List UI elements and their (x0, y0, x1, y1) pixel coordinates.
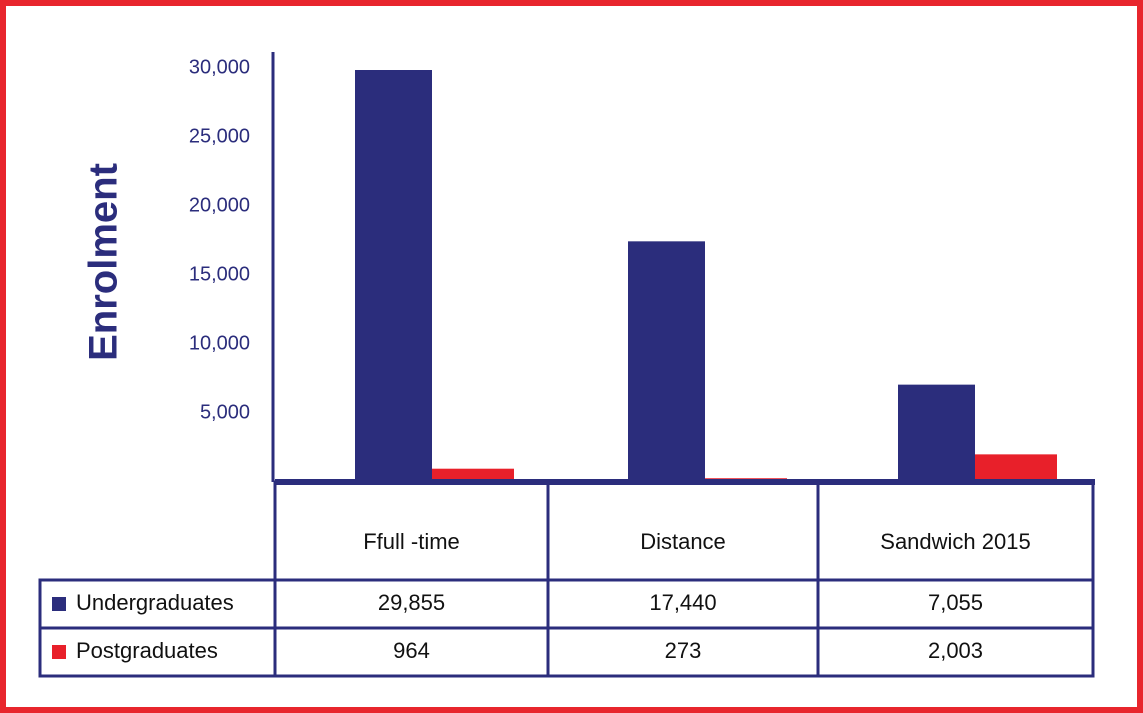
table-value: 273 (665, 638, 702, 663)
y-tick-label: 25,000 (189, 125, 250, 147)
table-value: 17,440 (649, 590, 716, 615)
table-value: 2,003 (928, 638, 983, 663)
x-tick-label: Distance (640, 529, 726, 554)
y-tick-label: 10,000 (189, 332, 250, 354)
legend-swatch (52, 645, 66, 659)
y-axis-label: Enrolment (82, 163, 126, 361)
bar (628, 241, 705, 482)
x-tick-label: Ffull -time (363, 529, 460, 554)
x-tick-label: Sandwich 2015 (880, 529, 1030, 554)
table-value: 7,055 (928, 590, 983, 615)
bar (975, 454, 1057, 482)
y-tick-label: 15,000 (189, 263, 250, 285)
table-value: 29,855 (378, 590, 445, 615)
legend-label: Undergraduates (76, 590, 234, 615)
legend-label: Postgraduates (76, 638, 218, 663)
y-tick-label: 30,000 (189, 56, 250, 78)
table-value: 964 (393, 638, 430, 663)
bar (355, 70, 432, 482)
bar (432, 468, 514, 482)
y-tick-label: 20,000 (189, 194, 250, 216)
y-tick-label: 5,000 (200, 401, 250, 423)
bar (898, 384, 975, 482)
legend-swatch (52, 597, 66, 611)
